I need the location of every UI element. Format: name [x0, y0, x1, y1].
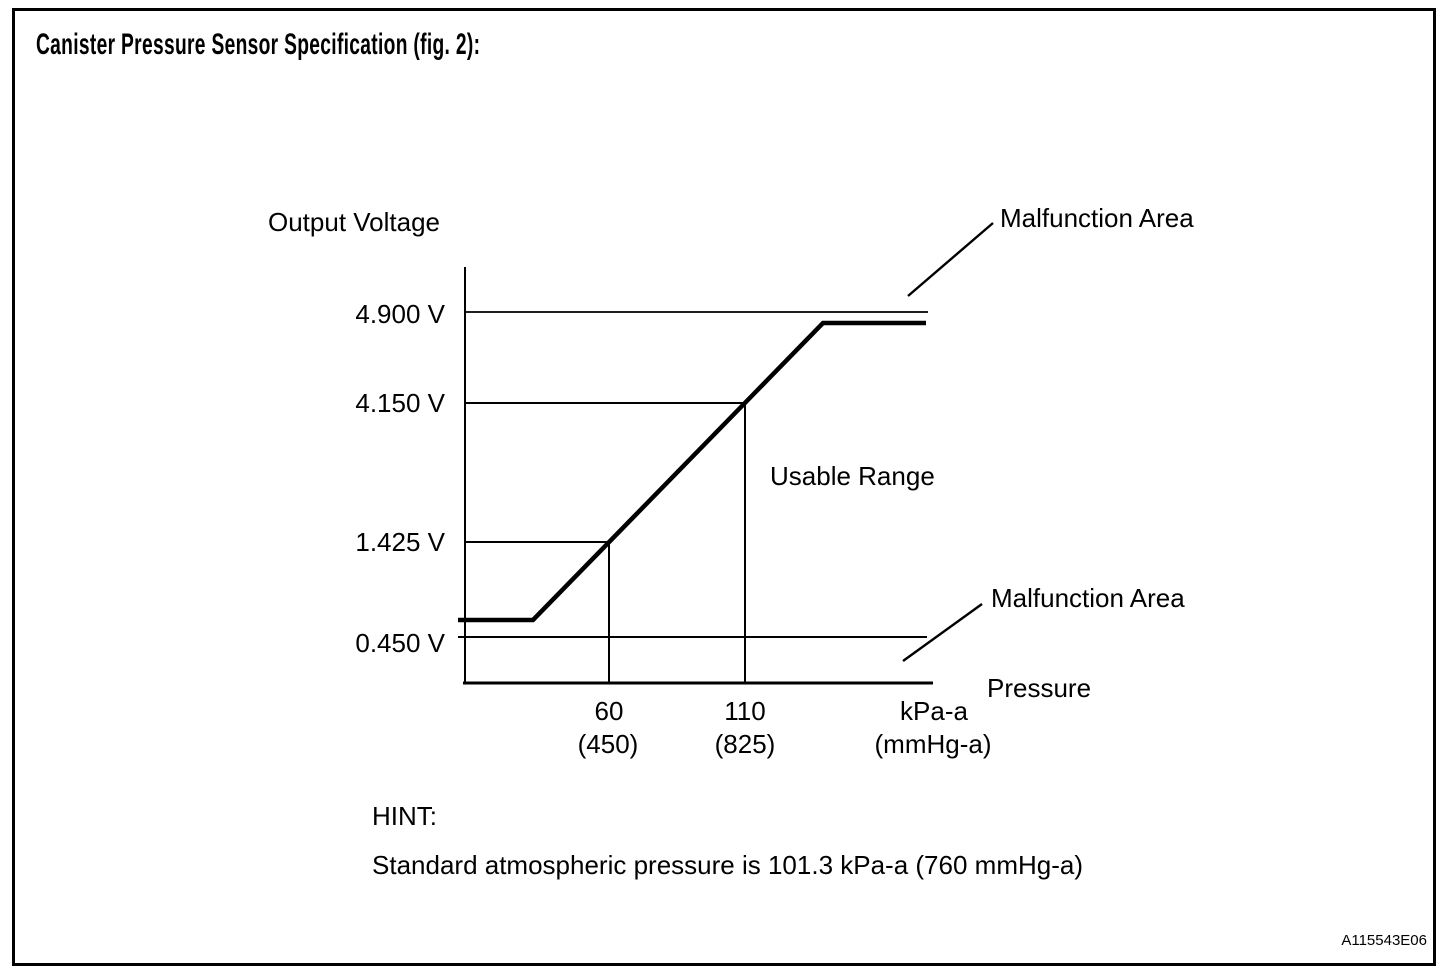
y-tick-4150mV: 4.150 V: [355, 388, 445, 418]
y-tick-1425mV: 1.425 V: [355, 527, 445, 557]
y-tick-0450mV: 0.450 V: [355, 628, 445, 658]
figure-title: Canister Pressure Sensor Specification (…: [36, 28, 481, 61]
malfunction-top-leader-line: [907, 222, 994, 297]
malfunction-area-top-label: Malfunction Area: [1000, 203, 1194, 233]
hint-label: HINT:: [372, 801, 437, 831]
x-axis-title: Pressure: [987, 673, 1092, 703]
malfunction-area-bottom-label: Malfunction Area: [991, 583, 1185, 613]
malfunction-bottom-leader-line: [902, 603, 983, 662]
x-unit-kpa: kPa-a: [900, 696, 968, 726]
y-tick-4900mV: 4.900 V: [355, 299, 445, 329]
figure-frame: [12, 8, 1436, 966]
y-axis-title: Output Voltage: [268, 207, 441, 237]
x-unit-mmhg: (mmHg-a): [874, 729, 992, 759]
x-tick-825: (825): [714, 729, 776, 759]
sensor-output-curve: [458, 320, 926, 623]
x-tick-110: 110: [724, 696, 766, 726]
usable-range-label: Usable Range: [770, 461, 935, 491]
hint-text: Standard atmospheric pressure is 101.3 k…: [372, 850, 1083, 880]
x-tick-450: (450): [577, 729, 639, 759]
figure-code: A115543E06: [1341, 932, 1427, 949]
x-tick-60: 60: [594, 696, 624, 726]
